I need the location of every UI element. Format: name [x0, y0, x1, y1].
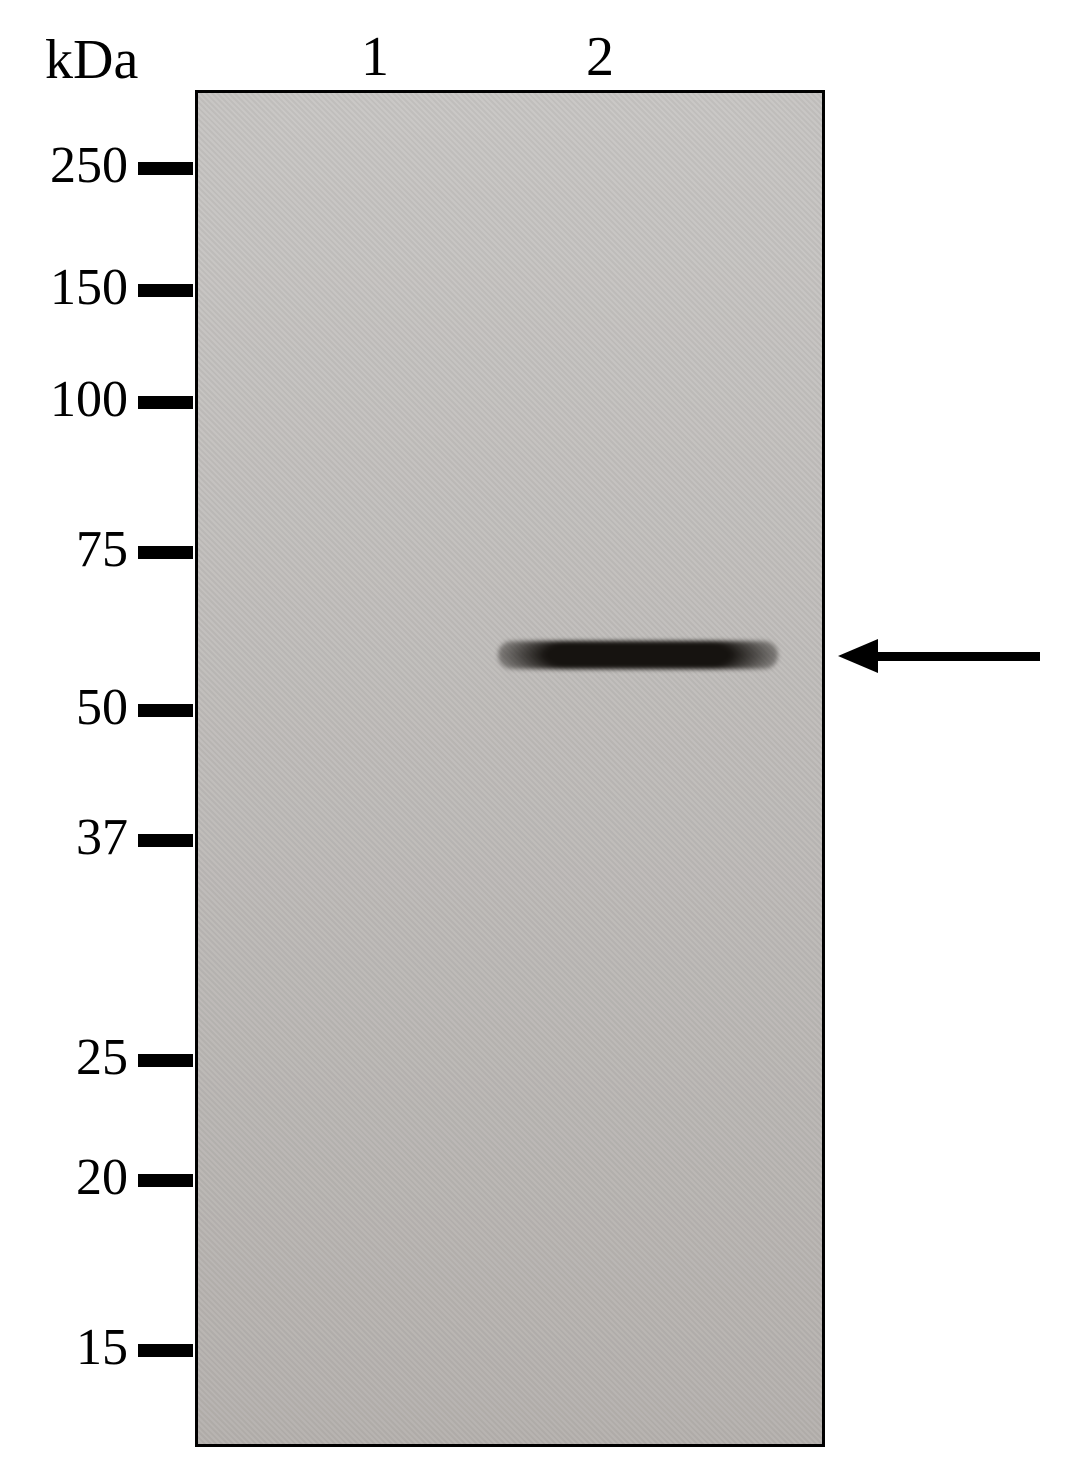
lane-label-1: 1 — [335, 25, 415, 89]
ladder-tick-50 — [138, 704, 193, 717]
ladder-label-37: 37 — [8, 808, 128, 867]
lane-label-2: 2 — [560, 25, 640, 89]
ladder-tick-37 — [138, 834, 193, 847]
blot-background — [198, 93, 822, 1444]
ladder-label-100: 100 — [8, 370, 128, 429]
ladder-label-25: 25 — [8, 1028, 128, 1087]
ladder-tick-25 — [138, 1054, 193, 1067]
ladder-tick-75 — [138, 546, 193, 559]
ladder-tick-100 — [138, 396, 193, 409]
ladder-label-150: 150 — [8, 258, 128, 317]
ladder-tick-150 — [138, 284, 193, 297]
ladder-label-20: 20 — [8, 1148, 128, 1207]
ladder-label-50: 50 — [8, 678, 128, 737]
band-arrow-shaft — [878, 652, 1040, 661]
band-lane2-57kDa — [498, 641, 778, 669]
ladder-tick-250 — [138, 162, 193, 175]
band-arrow-head-icon — [838, 639, 878, 673]
blot-membrane — [195, 90, 825, 1447]
ladder-label-250: 250 — [8, 136, 128, 195]
unit-label: kDa — [45, 28, 138, 92]
ladder-label-75: 75 — [8, 520, 128, 579]
ladder-label-15: 15 — [8, 1318, 128, 1377]
ladder-tick-20 — [138, 1174, 193, 1187]
ladder-tick-15 — [138, 1344, 193, 1357]
